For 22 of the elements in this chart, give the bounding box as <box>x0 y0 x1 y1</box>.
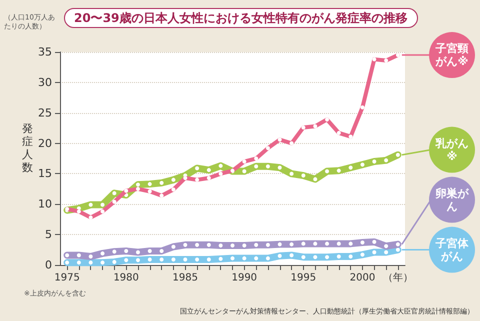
x-tick-label: 2000 <box>350 272 376 284</box>
line-series <box>65 53 400 220</box>
y-tick-label: 10 <box>38 198 52 211</box>
legend-label: 子宮頸がん※ <box>434 42 468 68</box>
y-tick-label: 25 <box>38 106 52 120</box>
x-tick-label: 1985 <box>172 272 198 284</box>
text: 卵巣がん <box>434 186 470 213</box>
y-tick-label: 0 <box>45 258 52 272</box>
y-tick-label: 15 <box>38 167 52 180</box>
legend-label: 乳がん※ <box>434 136 468 163</box>
x-tick-label: 1990 <box>232 272 258 284</box>
x-tick-label: 1980 <box>113 272 139 284</box>
y-axis-title: 発症人数 <box>22 122 33 174</box>
x-tick-label: 1975 <box>54 272 80 284</box>
y-tick-label: 30 <box>38 76 52 89</box>
y-tick-label: 35 <box>38 46 52 58</box>
legend-label: 子宮体がん <box>434 236 470 263</box>
x-tick-label: （年） <box>382 272 413 284</box>
y-tick-label: 20 <box>38 136 52 150</box>
y-tick-label: 5 <box>45 228 52 242</box>
chart-title: 20〜39歳の日本人女性における女性特有のがん発症率の推移 <box>74 11 408 25</box>
x-tick-label: 1995 <box>290 272 316 284</box>
